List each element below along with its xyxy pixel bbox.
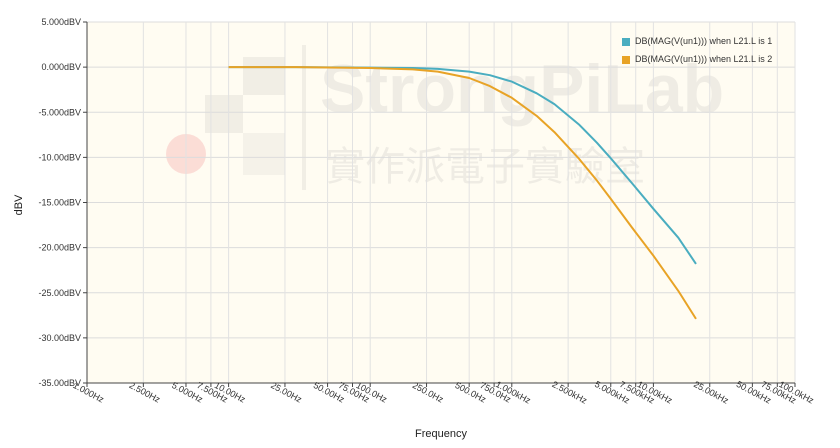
watermark: StrongPiLab 實作派電子實驗室: [166, 45, 724, 190]
series-line-1: [228, 66, 697, 265]
watermark-subtitle: 實作派電子實驗室: [325, 145, 645, 189]
y-tick-labels: 5.000dBV 0.000dBV -5.000dBV -10.00dBV -15.00…: [38, 17, 81, 388]
axes: [83, 21, 796, 387]
y-tick-label: -5.000dBV: [38, 107, 81, 117]
series-line-2: [228, 66, 697, 320]
y-tick-label: -30.00dBV: [38, 333, 81, 343]
y-axis-title: dBV: [13, 194, 25, 215]
legend-label-1: DB(MAG(V(un1))) when L21.L is 1: [635, 36, 772, 46]
x-tick-label: 2.500Hz: [128, 380, 163, 405]
x-tick-label: 1.000Hz: [71, 380, 106, 405]
watermark-divider: [302, 45, 306, 190]
y-tick-label: -35.00dBV: [38, 378, 81, 388]
y-tick-label: -25.00dBV: [38, 288, 81, 298]
watermark-logo-block: [243, 133, 285, 175]
y-tick-label: 5.000dBV: [41, 17, 81, 27]
y-tick-label: -10.00dBV: [38, 152, 81, 162]
watermark-logo-block: [243, 57, 285, 95]
y-tick-label: -15.00dBV: [38, 198, 81, 208]
legend: DB(MAG(V(un1))) when L21.L is 1 DB(MAG(V…: [622, 36, 772, 64]
x-tick-label: 25.00Hz: [269, 380, 304, 405]
legend-swatch-2: [622, 56, 630, 64]
x-tick-label: 250.0Hz: [411, 380, 446, 405]
x-axis-title: Frequency: [415, 428, 467, 440]
y-tick-label: -20.00dBV: [38, 243, 81, 253]
legend-label-2: DB(MAG(V(un1))) when L21.L is 2: [635, 54, 772, 64]
watermark-brand: StrongPiLab: [320, 51, 724, 127]
y-tick-label: 0.000dBV: [41, 62, 81, 72]
legend-swatch-1: [622, 38, 630, 46]
series-group: [228, 66, 697, 320]
